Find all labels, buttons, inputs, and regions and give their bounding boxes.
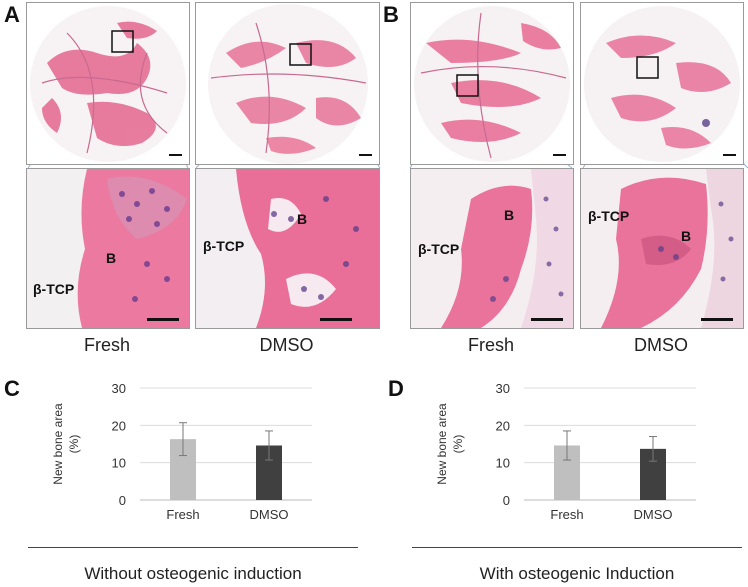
overview-image-a-fresh — [26, 2, 190, 165]
y-axis-label-line1: New bone area — [435, 403, 449, 485]
bar-chart-d: New bone area (%) 0 10 20 30 Fresh DMSO — [435, 381, 696, 522]
separator-line-c — [28, 547, 358, 548]
x-tick-label: DMSO — [634, 507, 673, 522]
panel-label-a: A — [4, 2, 20, 27]
x-tick-label: DMSO — [250, 507, 289, 522]
y-axis-label: New bone area (%) — [51, 403, 81, 485]
bar-chart-c: New bone area (%) 0 10 20 30 Fresh DMSO — [51, 381, 312, 522]
y-tick-label: 10 — [496, 456, 510, 471]
scale-bar — [701, 318, 733, 321]
condition-label-a-fresh: Fresh — [83, 335, 130, 355]
y-axis-label-line2: (%) — [67, 435, 81, 454]
zoom-image-b-dmso — [580, 168, 744, 329]
y-tick-label: 20 — [112, 418, 126, 433]
label-tcp-b-fresh: β-TCP — [418, 241, 460, 257]
condition-label-b-dmso: DMSO — [634, 335, 688, 355]
y-tick-label: 0 — [503, 493, 510, 508]
scale-bar — [531, 318, 563, 321]
overview-image-b-dmso — [580, 2, 744, 165]
y-tick-label: 20 — [496, 418, 510, 433]
label-bone-a-dmso: B — [297, 211, 308, 227]
y-tick-label: 30 — [112, 381, 126, 396]
label-tcp-b-dmso: β-TCP — [588, 208, 630, 224]
separator-line-d — [412, 547, 742, 548]
caption-with-induction: With osteogenic Induction — [479, 564, 675, 583]
y-axis-label-line2: (%) — [451, 435, 465, 454]
scale-bar — [147, 318, 179, 321]
zoom-image-a-dmso — [195, 168, 380, 329]
label-tcp-a-dmso: β-TCP — [203, 238, 245, 254]
scale-bar — [320, 318, 352, 321]
label-bone-b-dmso: B — [681, 228, 692, 244]
panel-label-b: B — [383, 2, 399, 27]
condition-label-b-fresh: Fresh — [467, 335, 514, 355]
label-bone-b-fresh: B — [504, 207, 515, 223]
overview-image-b-fresh — [410, 2, 574, 165]
label-bone-a-fresh: B — [106, 250, 117, 266]
overview-image-a-dmso — [195, 2, 380, 165]
caption-without-induction: Without osteogenic induction — [84, 564, 302, 583]
x-tick-label: Fresh — [550, 507, 583, 522]
zoom-image-b-fresh — [410, 168, 574, 329]
x-tick-label: Fresh — [166, 507, 199, 522]
panel-label-c: C — [4, 376, 20, 401]
zoom-image-a-fresh — [26, 168, 190, 329]
y-tick-label: 0 — [119, 493, 126, 508]
y-axis-label: New bone area (%) — [435, 403, 465, 485]
condition-label-a-dmso: DMSO — [259, 335, 314, 355]
label-tcp-a-fresh: β-TCP — [33, 281, 75, 297]
y-tick-label: 10 — [112, 456, 126, 471]
panel-label-d: D — [388, 376, 404, 401]
y-axis-label-line1: New bone area — [51, 403, 65, 485]
y-tick-label: 30 — [496, 381, 510, 396]
